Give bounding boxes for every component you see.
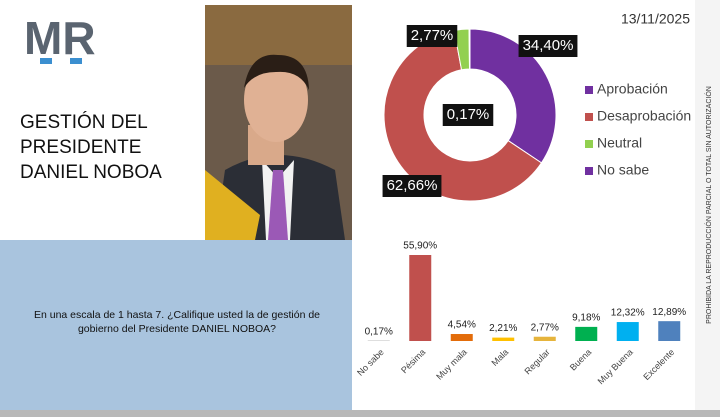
data-label-box: [382, 175, 442, 197]
legend-swatch: [585, 86, 593, 94]
data-label: 0,17%: [447, 106, 490, 123]
x-tick-label: Muy Buena: [596, 347, 635, 386]
side-strip: [695, 0, 720, 410]
x-tick-label: No sabe: [355, 347, 386, 378]
data-label-group: 2,77%: [406, 25, 458, 47]
date: 13/11/2025: [621, 11, 690, 27]
legend-label: Neutral: [597, 135, 642, 151]
bar: [575, 326, 598, 341]
disclaimer: PROHIBIDA LA REPRODUCCIÓN PARCIAL O TOTA…: [704, 86, 713, 324]
bottom-border: [0, 410, 720, 417]
bar: [450, 334, 473, 341]
x-tick-label: Muy mala: [434, 347, 469, 382]
question-panel: [0, 240, 352, 412]
legend-label: No sabe: [597, 162, 649, 178]
data-label-box: [518, 35, 578, 57]
logo: MR: [24, 12, 96, 64]
question: En una escala de 1 hasta 7. ¿Califique u…: [33, 309, 321, 335]
data-label: 4,54%: [448, 320, 476, 331]
data-label-group: 62,66%: [382, 175, 442, 197]
legend-swatch: [585, 167, 593, 175]
data-label: 2,77%: [411, 27, 454, 44]
x-tick-label: Excelente: [641, 347, 676, 382]
data-label: 2,21%: [489, 323, 517, 334]
legend-label: Desaprobación: [597, 108, 691, 124]
data-label-group: 0,17%: [442, 104, 494, 126]
bar: [616, 322, 639, 341]
data-label: 12,89%: [652, 307, 686, 318]
legend-swatch: [585, 113, 593, 121]
data-label: 9,18%: [572, 313, 600, 324]
x-tick-label: Buena: [568, 347, 593, 372]
data-label-box: [406, 25, 458, 47]
bar: [533, 336, 556, 341]
data-label: 12,32%: [611, 308, 645, 319]
photo: [205, 5, 352, 240]
data-label: 34,40%: [523, 37, 574, 54]
data-label: 2,77%: [531, 322, 559, 333]
bar: [409, 255, 432, 341]
data-label: 62,66%: [387, 177, 438, 194]
x-tick-label: Regular: [522, 347, 551, 376]
data-label: 55,90%: [403, 241, 437, 252]
bar: [492, 337, 515, 341]
x-tick-label: Pésima: [399, 347, 427, 375]
x-tick-label: Mala: [489, 347, 510, 368]
legend-label: Aprobación: [597, 81, 668, 97]
logo-accent: [40, 58, 52, 64]
bar: [658, 321, 681, 341]
logo-accent: [70, 58, 82, 64]
data-label-group: 34,40%: [518, 35, 578, 57]
donut-segment: [468, 28, 471, 70]
data-label-box: [442, 104, 494, 126]
title: GESTIÓN DEL PRESIDENTE DANIEL NOBOA: [20, 112, 162, 183]
legend-swatch: [585, 140, 593, 148]
data-label: 0,17%: [365, 326, 393, 337]
